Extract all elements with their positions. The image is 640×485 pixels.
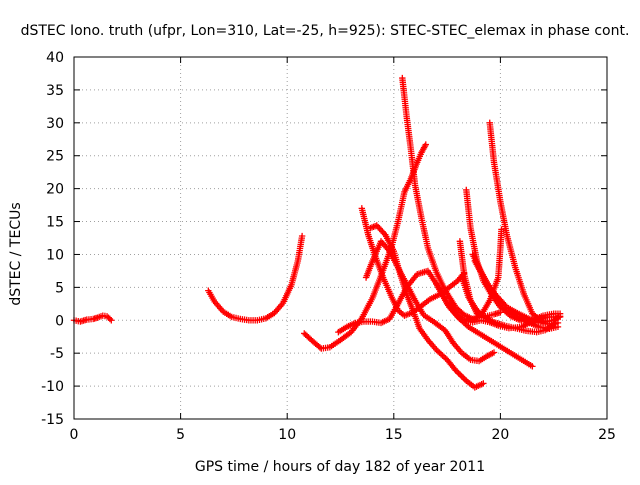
data-point [552, 319, 560, 327]
x-tick-label: 0 [70, 427, 79, 443]
y-tick-label: -10 [41, 379, 64, 395]
data-point [490, 349, 498, 356]
x-tick-label: 10 [278, 427, 296, 443]
data-point [529, 363, 536, 370]
y-tick-label: 40 [46, 50, 64, 66]
y-tick-label: -5 [50, 346, 64, 362]
data-point [498, 226, 505, 233]
series-16 [446, 300, 564, 332]
y-tick-label: 30 [46, 116, 64, 132]
series-3 [301, 141, 429, 352]
y-tick-label: -15 [41, 412, 64, 428]
y-tick-label: 25 [46, 149, 64, 165]
y-tick-label: 0 [55, 313, 64, 329]
y-tick-label: 5 [55, 280, 64, 296]
x-tick-label: 5 [176, 427, 185, 443]
data-point [106, 315, 114, 323]
y-tick-label: 10 [46, 247, 64, 263]
data-point [456, 371, 464, 379]
series-2 [205, 232, 306, 324]
y-tick-label: 20 [46, 182, 64, 198]
data-point [316, 344, 324, 351]
plot-frame [73, 56, 608, 420]
data-layer [70, 74, 564, 391]
chart-title: dSTEC Iono. truth (ufpr, Lon=310, Lat=-2… [21, 23, 630, 39]
x-tick-label: 25 [598, 427, 616, 443]
data-point [460, 374, 467, 382]
data-point [551, 320, 558, 328]
y-tick-label: 35 [46, 83, 64, 99]
y-axis-label: dSTEC / TECUs [8, 202, 24, 305]
data-point [554, 323, 562, 331]
y-tick-label: 15 [46, 215, 64, 231]
series-8 [362, 238, 498, 365]
series-1 [70, 312, 115, 325]
series-11 [486, 119, 564, 326]
data-point [298, 232, 306, 240]
data-point [422, 141, 429, 148]
x-axis-label: GPS time / hours of day 182 of year 2011 [195, 459, 485, 475]
data-point [108, 317, 115, 324]
x-tick-label: 20 [491, 427, 509, 443]
data-point [455, 370, 462, 377]
axis-layer: 0 5 10 15 20 25 -15 -10 -5 0 5 10 15 20 25 30 35 40 [41, 50, 616, 443]
data-point [458, 373, 465, 380]
x-tick-label: 15 [385, 427, 403, 443]
data-point [480, 380, 487, 387]
data-point [556, 313, 564, 321]
